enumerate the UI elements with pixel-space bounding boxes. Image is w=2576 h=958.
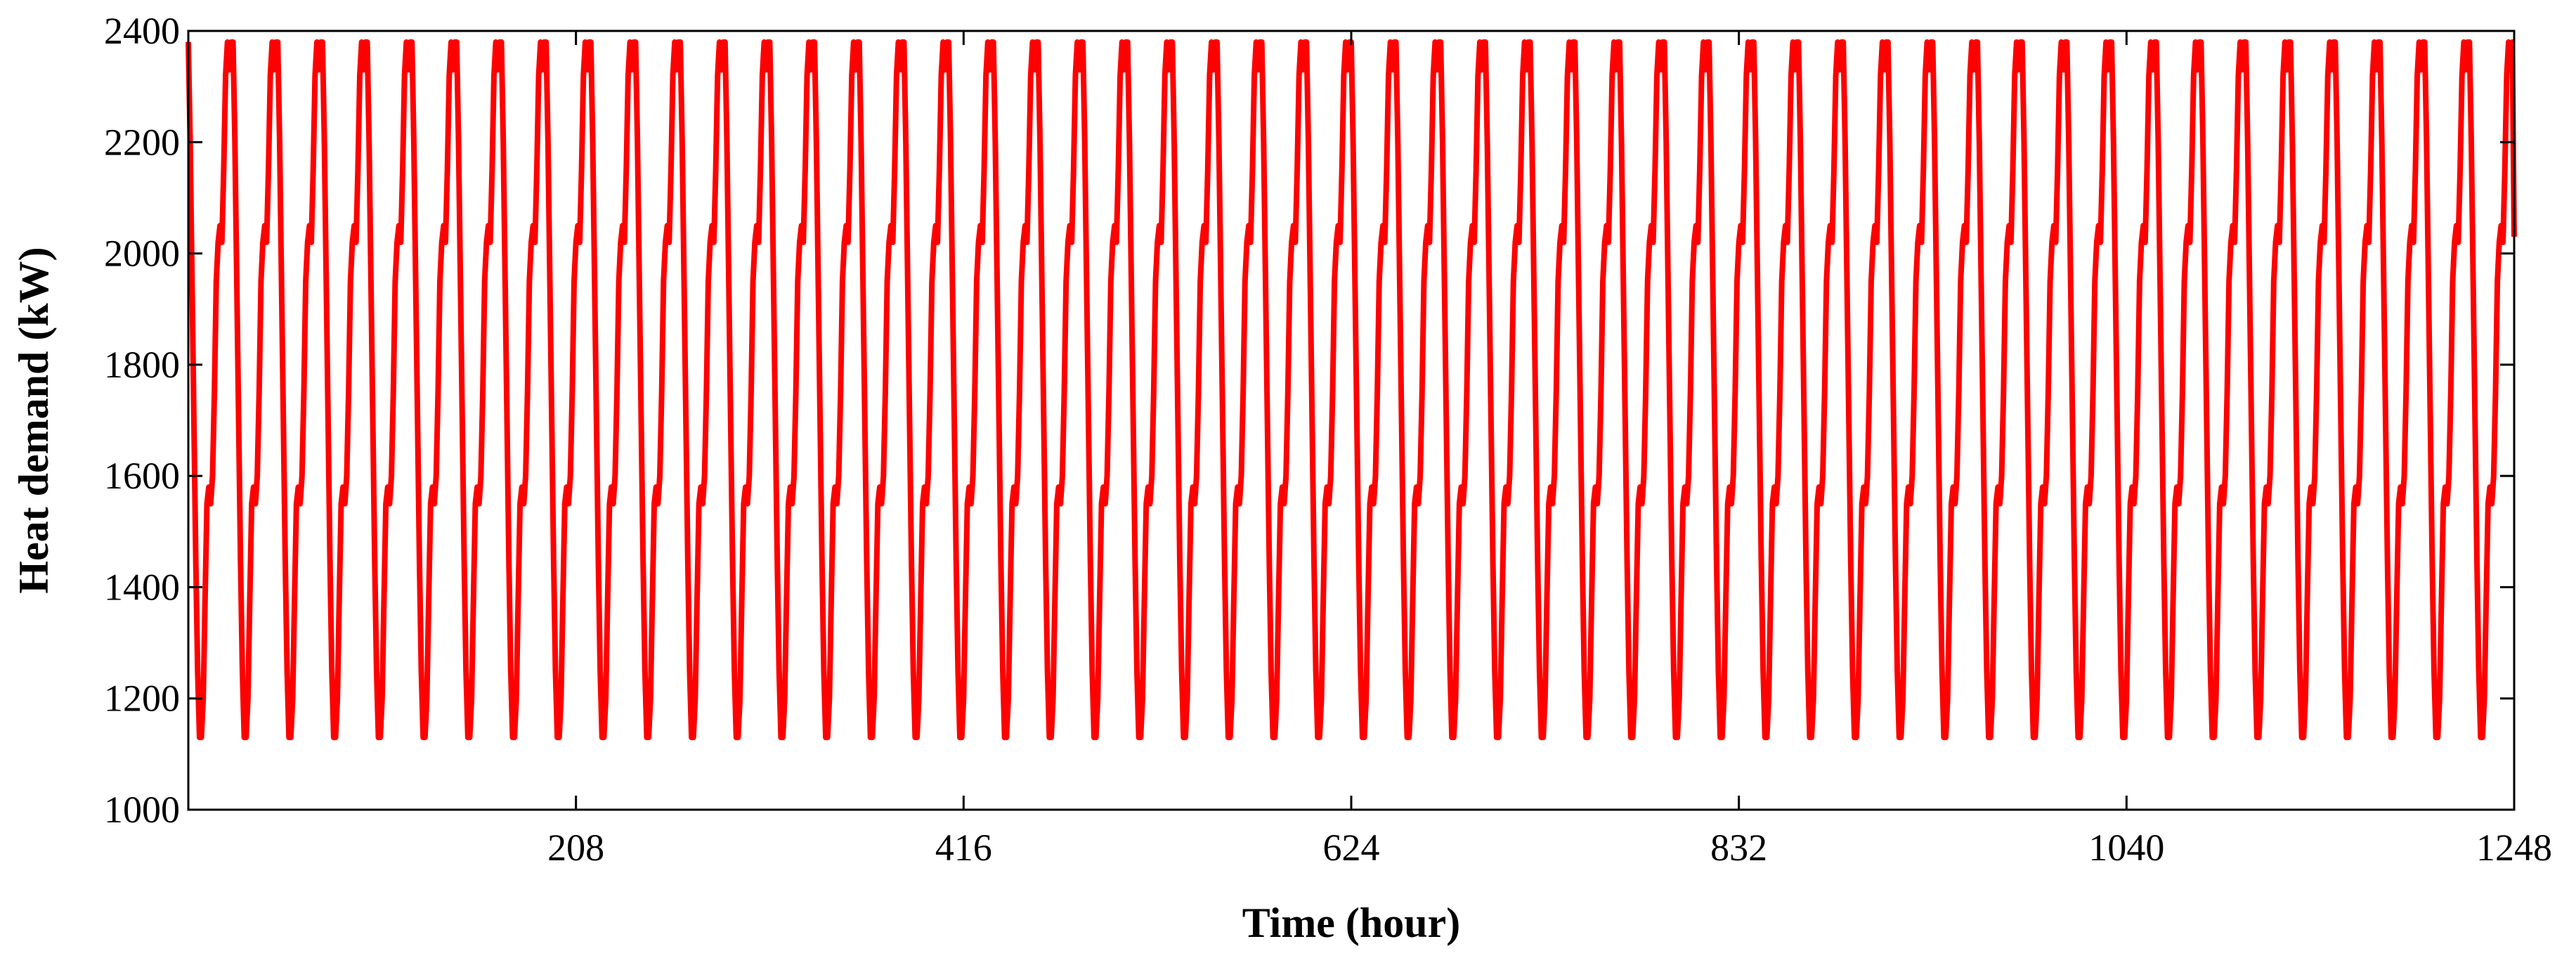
y-tick-label: 1800 [104, 344, 180, 386]
y-tick-label: 1200 [104, 678, 180, 720]
y-axis-title: Heat demand (kW) [11, 247, 57, 593]
y-tick-label: 1600 [104, 455, 180, 497]
y-tick-label: 2400 [104, 10, 180, 52]
x-axis-title: Time (hour) [1242, 900, 1461, 946]
x-tick-label: 208 [547, 827, 604, 869]
x-tick-label: 1248 [2476, 827, 2552, 869]
x-axis: 208 416 624 832 1040 1248 [547, 31, 2552, 869]
y-tick-label: 2200 [104, 121, 180, 163]
y-tick-label: 2000 [104, 233, 180, 275]
x-tick-label: 416 [935, 827, 992, 869]
y-tick-label: 1000 [104, 789, 180, 831]
x-tick-label: 832 [1710, 827, 1767, 869]
x-tick-label: 624 [1323, 827, 1380, 869]
x-tick-label: 1040 [2088, 827, 2164, 869]
y-axis: 1000 1200 1400 1600 1800 2000 2200 2400 [104, 10, 2514, 831]
y-tick-label: 1400 [104, 566, 180, 608]
